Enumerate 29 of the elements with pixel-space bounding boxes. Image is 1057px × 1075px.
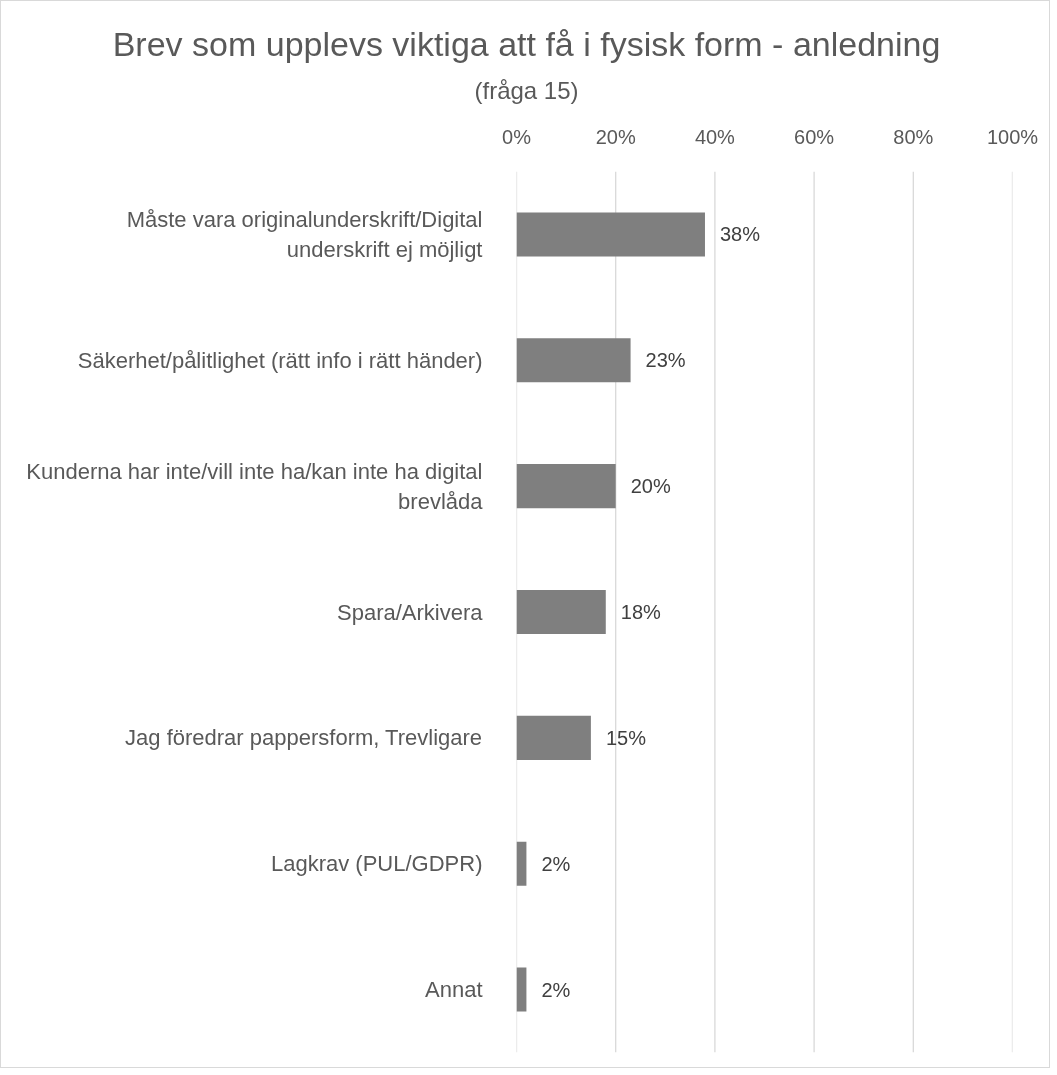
data-label: 23% [645,349,686,372]
y-tick-label: Kunderna har inte/vill inte ha/kan inte ha digital brevlåda [26,458,484,514]
data-label: 38% [719,223,761,246]
bar [516,715,591,760]
x-tick-label: 0% [502,125,532,148]
x-tick-label: 100% [986,125,1039,148]
bar [516,464,616,509]
x-tick-label: 80% [893,125,934,148]
data-label: 2% [541,978,571,1001]
bar [516,841,527,886]
chart-subtitle: (fråga 15) [474,76,579,104]
data-label: 20% [630,475,671,498]
y-tick-label: Spara/Arkivera [337,599,484,625]
x-tick-label: 60% [794,125,835,148]
chart-title: Brev som upplevs viktiga att få i fysisk form - anledning [112,24,941,63]
y-tick-label: Jag föredrar pappersform, Trevligare [125,725,483,751]
x-tick-label: 20% [595,125,636,148]
bar [516,212,705,257]
data-label: 15% [605,726,647,749]
data-label: 2% [541,852,571,875]
data-label: 18% [620,601,662,623]
y-tick-label: Annat [425,977,483,1003]
y-tick-label: Måste vara originalunderskrift/Digital underskrift ej möjligt [126,206,483,262]
x-tick-label: 40% [694,125,736,148]
bar [516,967,527,1012]
y-tick-label: Säkerhet/pålitlighet (rätt info i rätt händer) [77,347,483,373]
y-tick-label: Lagkrav (PUL/GDPR) [271,851,483,877]
bar [516,589,606,635]
bar [516,338,631,383]
